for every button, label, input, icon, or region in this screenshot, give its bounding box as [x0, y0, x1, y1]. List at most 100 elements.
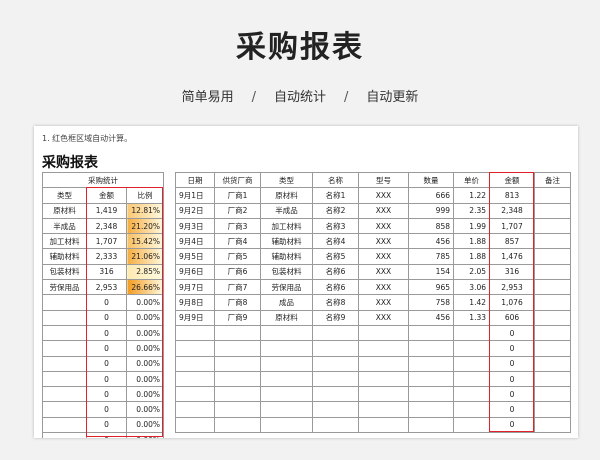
detail-price-cell: 1.88	[453, 233, 490, 250]
detail-type-cell: 包装材料	[260, 263, 313, 281]
summary-type-cell: 包装材料	[42, 263, 87, 281]
detail-type-cell	[260, 416, 313, 434]
detail-model-cell: XXX	[358, 187, 409, 204]
feature-tags: 简单易用 / 自动统计 / 自动更新	[0, 86, 600, 105]
detail-name-cell	[312, 355, 359, 372]
summary-ratio-cell: 0.00%	[125, 340, 165, 357]
detail-vendor-cell	[214, 416, 261, 434]
detail-row: 0	[175, 386, 571, 403]
detail-date-cell	[175, 324, 215, 342]
detail-vendor-cell: 厂商6	[214, 263, 261, 281]
detail-header-cell: 类型	[260, 171, 313, 189]
summary-amount-cell: 0	[86, 355, 127, 372]
summary-ratio-cell: 0.00%	[125, 355, 165, 372]
detail-model-cell: XXX	[358, 217, 409, 235]
detail-amount-cell: 1,076	[489, 294, 535, 311]
summary-amount-cell: 2,953	[86, 279, 127, 296]
detail-vendor-cell	[214, 386, 261, 403]
detail-date-cell: 9月5日	[175, 248, 215, 265]
detail-type-cell: 原材料	[260, 187, 313, 204]
detail-qty-cell	[408, 355, 454, 372]
detail-vendor-cell: 厂商5	[214, 248, 261, 265]
detail-model-cell	[358, 355, 409, 372]
detail-remark-cell	[534, 401, 571, 418]
detail-qty-cell: 154	[408, 263, 454, 281]
detail-amount-cell: 606	[489, 309, 535, 326]
detail-amount-cell: 1,707	[489, 217, 535, 235]
summary-ratio-cell: 0.00%	[125, 416, 165, 434]
summary-row: 原材料 1,419 12.81%	[42, 202, 165, 219]
detail-date-cell	[175, 386, 215, 403]
summary-row: 00.00%	[42, 432, 165, 438]
detail-date-cell	[175, 370, 215, 388]
detail-model-cell: XXX	[358, 263, 409, 281]
detail-model-cell: XXX	[358, 309, 409, 326]
sheet-title: 采购报表	[42, 155, 98, 171]
summary-type-cell	[42, 355, 87, 372]
detail-model-cell: XXX	[358, 202, 409, 219]
detail-remark-cell	[534, 324, 571, 342]
detail-qty-cell	[408, 370, 454, 388]
detail-model-cell: XXX	[358, 294, 409, 311]
detail-date-cell	[175, 401, 215, 418]
detail-price-cell	[453, 340, 490, 357]
detail-type-cell	[260, 324, 313, 342]
detail-header-cell: 名称	[312, 171, 359, 189]
detail-price-cell: 1.22	[453, 187, 490, 204]
detail-header-cell: 备注	[534, 171, 571, 189]
detail-vendor-cell: 厂商8	[214, 294, 261, 311]
detail-model-cell: XXX	[358, 233, 409, 250]
detail-type-cell: 辅助材料	[260, 248, 313, 265]
detail-amount-cell: 0	[489, 340, 535, 357]
detail-qty-cell: 666	[408, 187, 454, 204]
detail-name-cell	[312, 340, 359, 357]
detail-amount-cell: 0	[489, 416, 535, 434]
detail-type-cell	[260, 355, 313, 372]
summary-ratio-cell: 12.81%	[125, 202, 165, 219]
detail-price-cell: 1.88	[453, 248, 490, 265]
detail-price-cell: 1.33	[453, 309, 490, 326]
summary-amount-cell: 2,348	[86, 217, 127, 235]
detail-date-cell	[175, 416, 215, 434]
detail-amount-cell: 0	[489, 401, 535, 418]
detail-date-cell: 9月7日	[175, 279, 215, 296]
detail-type-cell: 劳保用品	[260, 279, 313, 296]
detail-price-cell: 1.42	[453, 294, 490, 311]
detail-remark-cell	[534, 187, 571, 204]
summary-amount-cell: 0	[86, 432, 127, 438]
detail-row: 9月7日 厂商7 劳保用品 名称6 XXX 965 3.06 2,953	[175, 279, 571, 296]
detail-header-cell: 金额	[489, 171, 535, 189]
detail-name-cell	[312, 416, 359, 434]
detail-date-cell: 9月8日	[175, 294, 215, 311]
detail-header-cell: 供货厂商	[214, 171, 261, 189]
summary-type-cell	[42, 340, 87, 357]
detail-qty-cell	[408, 401, 454, 418]
summary-amount-cell: 316	[86, 263, 127, 281]
detail-amount-cell: 2,348	[489, 202, 535, 219]
detail-amount-cell: 2,953	[489, 279, 535, 296]
detail-header-cell: 日期	[175, 171, 215, 189]
detail-vendor-cell	[214, 355, 261, 372]
detail-model-cell: XXX	[358, 279, 409, 296]
summary-amount-cell: 0	[86, 309, 127, 326]
detail-qty-cell: 999	[408, 202, 454, 219]
detail-row: 9月6日 厂商6 包装材料 名称6 XXX 154 2.05 316	[175, 263, 571, 281]
detail-model-cell	[358, 416, 409, 434]
detail-qty-cell: 758	[408, 294, 454, 311]
detail-vendor-cell: 厂商9	[214, 309, 261, 326]
feature-tag: 自动更新	[366, 90, 419, 105]
detail-row: 9月5日 厂商5 辅助材料 名称5 XXX 785 1.88 1,476	[175, 248, 571, 265]
detail-remark-cell	[534, 233, 571, 250]
detail-vendor-cell: 厂商3	[214, 217, 261, 235]
detail-remark-cell	[534, 309, 571, 326]
detail-remark-cell	[534, 202, 571, 219]
summary-row: 辅助材料 2,333 21.06%	[42, 248, 165, 265]
detail-qty-cell: 456	[408, 233, 454, 250]
summary-ratio-cell: 0.00%	[125, 309, 165, 326]
detail-date-cell: 9月6日	[175, 263, 215, 281]
detail-row: 0	[175, 355, 571, 372]
